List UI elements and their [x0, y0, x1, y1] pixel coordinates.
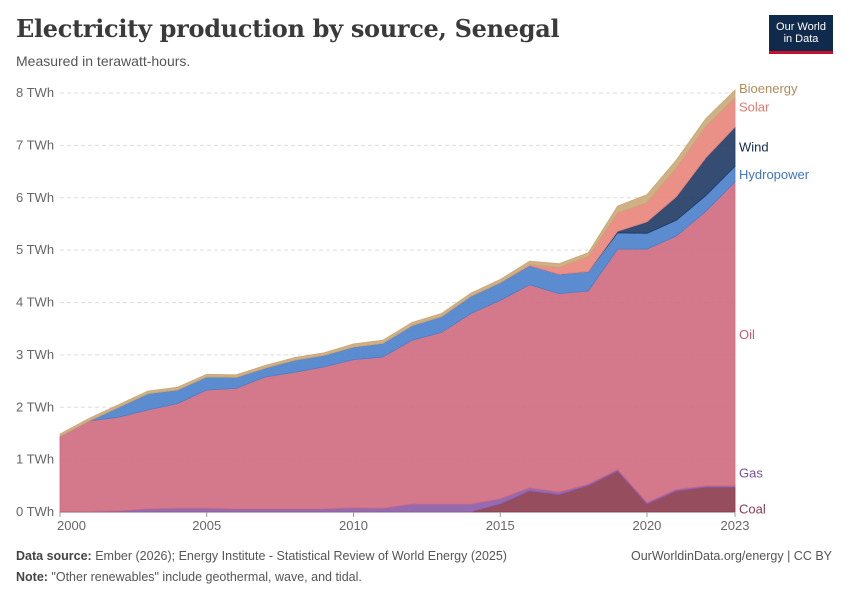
series-label-wind: Wind	[739, 140, 769, 155]
chart-subtitle: Measured in terawatt-hours.	[16, 53, 191, 69]
data-source: Data source: Ember (2026); Energy Instit…	[16, 549, 507, 563]
source-label: Data source:	[16, 549, 92, 563]
series-label-coal: Coal	[739, 502, 766, 517]
source-text: Ember (2026); Energy Institute - Statist…	[91, 549, 507, 563]
y-tick-label: 4 TWh	[16, 295, 54, 310]
x-tick-label: 2023	[721, 518, 750, 533]
series-label-solar: Solar	[739, 99, 770, 114]
series-label-gas: Gas	[739, 466, 763, 481]
y-tick-label: 1 TWh	[16, 452, 54, 467]
chart-note: Note: "Other renewables" include geother…	[16, 570, 362, 584]
series-label-hydropower: Hydropower	[739, 167, 810, 182]
area-bioenergy[interactable]	[59, 88, 736, 438]
x-tick-label: 2010	[339, 518, 368, 533]
y-tick-label: 2 TWh	[16, 399, 54, 414]
note-label: Note:	[16, 570, 48, 584]
x-axis-ticks: 2000 2005 2010 2015 2020 2023	[57, 512, 749, 533]
y-tick-label: 6 TWh	[16, 190, 54, 205]
y-tick-label: 7 TWh	[16, 137, 54, 152]
y-axis-ticks: 0 TWh 1 TWh 2 TWh 3 TWh 4 TWh 5 TWh 6 TWh 7 TWh…	[16, 85, 54, 519]
series-label-oil: Oil	[739, 327, 755, 342]
y-tick-label: 8 TWh	[16, 85, 54, 100]
note-text: "Other renewables" include geothermal, w…	[47, 570, 362, 584]
source-link[interactable]: OurWorldinData.org/energy | CC BY	[630, 549, 832, 563]
y-tick-label: 5 TWh	[16, 242, 54, 257]
y-tick-label: 0 TWh	[16, 504, 54, 519]
y-tick-label: 3 TWh	[16, 347, 54, 362]
series-labels: Bioenergy Solar Wind Hydropower Oil Gas Coal	[739, 81, 810, 517]
x-tick-label: 2005	[192, 518, 221, 533]
logo-line-2: in Data	[783, 33, 819, 45]
owid-logo[interactable]: Our World in Data	[769, 15, 833, 54]
x-tick-label: 2020	[632, 518, 661, 533]
series-label-bioenergy: Bioenergy	[739, 81, 798, 96]
x-tick-label: 2000	[57, 518, 86, 533]
chart-title: Electricity production by source, Senega…	[16, 14, 560, 43]
x-tick-label: 2015	[486, 518, 515, 533]
logo-line-1: Our World	[776, 21, 826, 33]
stacked-areas	[59, 88, 736, 513]
